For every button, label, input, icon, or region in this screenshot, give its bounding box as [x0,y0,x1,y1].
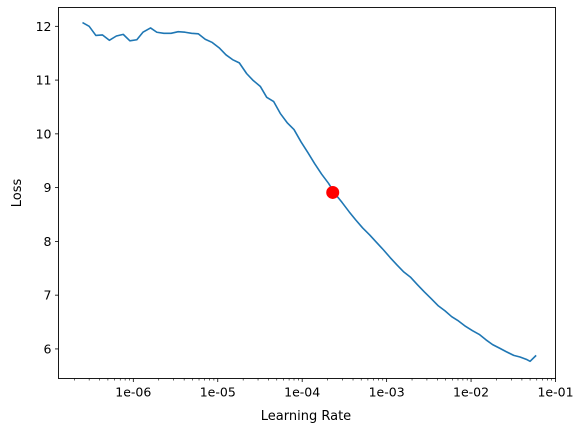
x-tick-label: 1e-06 [115,385,151,400]
x-tick-label: 1e-03 [369,385,405,400]
loss-curve-line [82,21,537,363]
x-tick-label: 1e-05 [200,385,236,400]
y-tick-label: 8 [44,234,52,249]
x-tick-label: 1e-02 [453,385,489,400]
axis-ticks: 1e-06 1e-05 1e-04 1e-03 1e-02 1e-01 6 7 8 9 10 11 12 [36,19,574,400]
y-tick-label: 9 [44,180,52,195]
y-tick-label: 6 [44,341,52,356]
plot-area [82,21,537,363]
y-axis-label: Loss [10,179,25,208]
x-axis-label: Learning Rate [261,409,351,424]
axes-frame [58,7,556,379]
y-tick-label: 12 [36,19,52,34]
y-tick-label: 10 [36,126,52,141]
y-tick-label: 11 [36,73,52,88]
suggested-lr-marker [326,185,340,199]
x-tick-label: 1e-04 [284,385,320,400]
x-tick-label: 1e-01 [537,385,573,400]
y-tick-label: 7 [44,288,52,303]
